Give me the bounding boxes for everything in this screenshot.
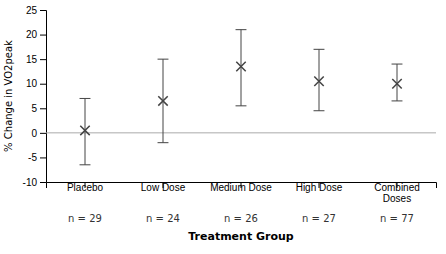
y-axis: -10 -5 0 5 10 15 20 25 <box>23 5 47 188</box>
x-axis-title: Treatment Group <box>188 230 294 243</box>
error-bar <box>314 49 325 110</box>
error-bar-cap-low <box>392 100 403 101</box>
x-tick: CombinedDoses <box>374 182 420 204</box>
y-tick: 15 <box>26 54 46 65</box>
mean-marker <box>158 96 167 105</box>
mean-marker <box>392 79 401 88</box>
x-axis: Placebo Low Dose Medium Dose High Dose Combi… <box>47 182 437 204</box>
chart-container: -10 -5 0 5 10 15 20 25 Placebo Low Dose Medium Dos… <box>0 0 446 254</box>
mean-marker <box>314 77 323 86</box>
error-bar-cap-high <box>158 59 169 60</box>
y-tick: 25 <box>26 5 46 16</box>
n-label: n = 27 <box>302 213 336 224</box>
reference-line <box>46 132 436 133</box>
x-tick: High Dose <box>296 182 343 193</box>
x-tick-label-line: High Dose <box>296 182 343 193</box>
x-tick-label: Low Dose <box>141 182 186 193</box>
x-tick-label: Placebo <box>67 182 104 193</box>
y-tick-label: 10 <box>26 78 38 89</box>
y-tick-label: 20 <box>26 29 38 40</box>
x-tick: Placebo <box>67 182 104 193</box>
error-bar <box>392 64 403 101</box>
y-tick-label: 15 <box>26 54 38 65</box>
chart-svg: -10 -5 0 5 10 15 20 25 Placebo Low Dose Medium Dos… <box>0 0 446 254</box>
n-label: n = 29 <box>68 213 102 224</box>
marks <box>46 30 436 165</box>
x-tick-label: CombinedDoses <box>374 182 420 204</box>
y-tick: 20 <box>26 29 46 40</box>
n-label: n = 26 <box>224 213 258 224</box>
y-tick: 0 <box>31 128 46 139</box>
error-bar-cap-high <box>392 64 403 65</box>
x-tick: Low Dose <box>141 182 186 193</box>
y-tick-mark <box>40 35 46 36</box>
error-bar-cap-low <box>314 110 325 111</box>
error-bar-cap-low <box>236 105 247 106</box>
error-bar-cap-high <box>236 29 247 30</box>
x-tick-label: High Dose <box>296 182 343 193</box>
y-tick-label: -10 <box>23 177 38 188</box>
n-label: n = 77 <box>380 213 414 224</box>
y-tick-label: -5 <box>28 152 37 163</box>
n-labels: n = 29 n = 24 n = 26 n = 27 n = 77 <box>68 213 414 224</box>
x-tick-label-line: Doses <box>383 193 411 204</box>
y-tick: 5 <box>31 103 46 114</box>
x-tick-label-line: Low Dose <box>141 182 186 193</box>
y-tick: -10 <box>23 177 46 188</box>
mean-marker <box>236 62 245 71</box>
error-bar-cap-low <box>158 142 169 143</box>
y-tick-mark <box>40 108 46 109</box>
n-label: n = 24 <box>146 213 180 224</box>
x-tick: Medium Dose <box>210 182 272 193</box>
y-tick-label: 5 <box>31 103 37 114</box>
error-bar <box>236 30 247 106</box>
y-tick-mark <box>40 10 46 11</box>
y-axis-title: % Change in VO2peak <box>3 40 14 152</box>
y-tick-mark <box>40 182 46 183</box>
y-tick-label: 0 <box>31 128 37 139</box>
y-tick: 10 <box>26 78 46 89</box>
error-bar-cap-low <box>80 164 91 165</box>
y-tick: -5 <box>28 152 46 163</box>
y-tick-label: 25 <box>26 5 38 16</box>
plot-area: -10 -5 0 5 10 15 20 25 Placebo Low Dose Medium Dos… <box>23 5 437 224</box>
y-tick-mark <box>40 84 46 85</box>
y-axis-line <box>40 11 47 183</box>
x-tick-label: Medium Dose <box>210 182 272 193</box>
y-tick-mark <box>40 133 46 134</box>
x-tick-label-line: Placebo <box>67 182 104 193</box>
error-bar <box>80 98 91 164</box>
y-tick-mark <box>40 59 46 60</box>
error-bar <box>158 59 169 143</box>
y-tick-mark <box>40 157 46 158</box>
x-tick-label-line: Medium Dose <box>210 182 272 193</box>
error-bar-cap-high <box>80 98 91 99</box>
x-tick-label-line: Combined <box>374 182 420 193</box>
mean-marker <box>80 126 89 135</box>
error-bar-cap-high <box>314 49 325 50</box>
